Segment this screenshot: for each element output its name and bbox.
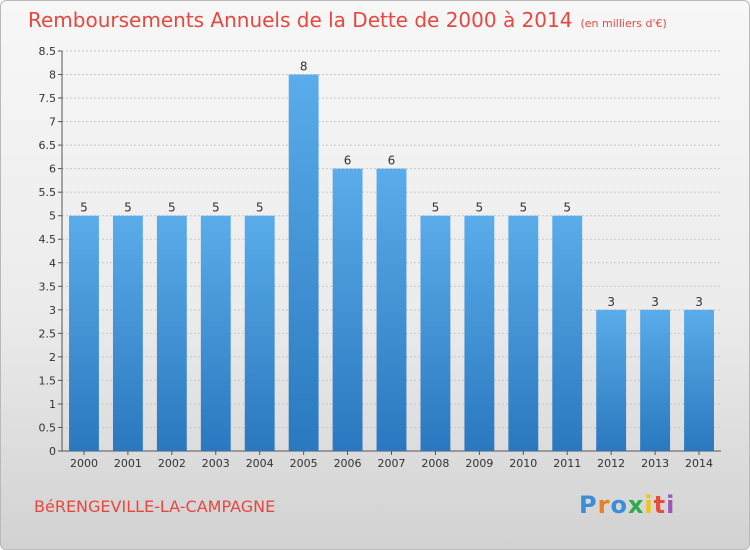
proxiti-logo: Proxiti (579, 491, 675, 519)
bar-data-label: 5 (519, 201, 527, 215)
bar (508, 215, 539, 451)
x-tick-label: 2002 (158, 457, 186, 470)
y-tick-label: 1.5 (39, 374, 57, 387)
bar-data-label: 5 (432, 201, 440, 215)
commune-name: BéRENGEVILLE-LA-CAMPAGNE (34, 497, 276, 516)
x-tick-label: 2010 (509, 457, 537, 470)
x-tick-label: 2004 (246, 457, 274, 470)
bar-data-label: 5 (476, 201, 484, 215)
bar-data-label: 3 (695, 295, 703, 309)
bar (112, 215, 143, 451)
y-tick-label: 0.5 (39, 421, 57, 434)
bar (200, 215, 231, 451)
bar-data-label: 6 (344, 154, 352, 168)
x-tick-label: 2006 (334, 457, 362, 470)
y-tick-label: 8 (49, 69, 56, 82)
logo-letter: P (579, 491, 598, 519)
y-tick-label: 5 (49, 210, 56, 223)
bar (552, 215, 583, 451)
chart-unit: (en milliers d'€) (580, 17, 667, 30)
data-labels: 5 5 5 5 5 8 6 6 5 5 5 5 3 3 3 (80, 60, 703, 309)
bar-data-label: 3 (651, 295, 659, 309)
logo-letter: i (666, 491, 676, 519)
bar (464, 215, 495, 451)
x-tick-label: 2011 (553, 457, 581, 470)
bar-data-label: 5 (563, 201, 571, 215)
bar (244, 215, 275, 451)
y-tick-label: 7 (49, 116, 56, 129)
bar (69, 215, 99, 451)
bar-data-label: 6 (388, 154, 396, 168)
x-tick-label: 2007 (378, 457, 406, 470)
bar-data-label: 5 (256, 201, 264, 215)
bar (376, 168, 407, 451)
bar (420, 215, 451, 451)
bar (684, 309, 714, 451)
bar-data-label: 5 (168, 201, 176, 215)
bar (288, 74, 319, 451)
bar (640, 309, 671, 451)
x-tick-label: 2008 (421, 457, 449, 470)
x-tick-label: 2014 (685, 457, 713, 470)
bar (596, 309, 627, 451)
bar (332, 168, 363, 451)
x-tick-label: 2013 (641, 457, 669, 470)
bars (69, 74, 714, 451)
x-tick-label: 2009 (465, 457, 493, 470)
logo-letter: x (627, 491, 645, 519)
y-tick-label: 1 (49, 398, 56, 411)
logo-letter: o (610, 491, 628, 519)
x-tick-label: 2000 (70, 457, 98, 470)
bar-data-label: 5 (124, 201, 132, 215)
bar-data-label: 5 (80, 201, 88, 215)
y-tick-label: 2.5 (39, 327, 57, 340)
y-tick-label: 8.5 (39, 45, 57, 58)
logo-letter: t (653, 491, 667, 519)
bar-data-label: 5 (212, 201, 220, 215)
y-tick-label: 7.5 (39, 92, 57, 105)
x-tick-label: 2001 (114, 457, 142, 470)
y-tick-label: 0 (49, 445, 56, 458)
y-tick-label: 6.5 (39, 139, 57, 152)
chart-title-text: Remboursements Annuels de la Dette de 20… (28, 8, 573, 32)
bar-data-label: 8 (300, 60, 308, 74)
logo-letter: i (644, 491, 654, 519)
y-tick-label: 3 (49, 304, 56, 317)
logo-letter: r (597, 491, 611, 519)
y-tick-label: 5.5 (39, 186, 57, 199)
bar (156, 215, 187, 451)
bar-data-label: 3 (607, 295, 615, 309)
y-tick-label: 2 (49, 351, 56, 364)
y-tick-label: 4.5 (39, 233, 57, 246)
y-tick-label: 3.5 (39, 280, 57, 293)
y-tick-label: 6 (49, 163, 56, 176)
chart-title: Remboursements Annuels de la Dette de 20… (28, 8, 667, 32)
x-tick-label: 2005 (290, 457, 318, 470)
x-tick-label: 2003 (202, 457, 230, 470)
x-tick-label: 2012 (597, 457, 625, 470)
y-tick-label: 4 (49, 257, 56, 270)
